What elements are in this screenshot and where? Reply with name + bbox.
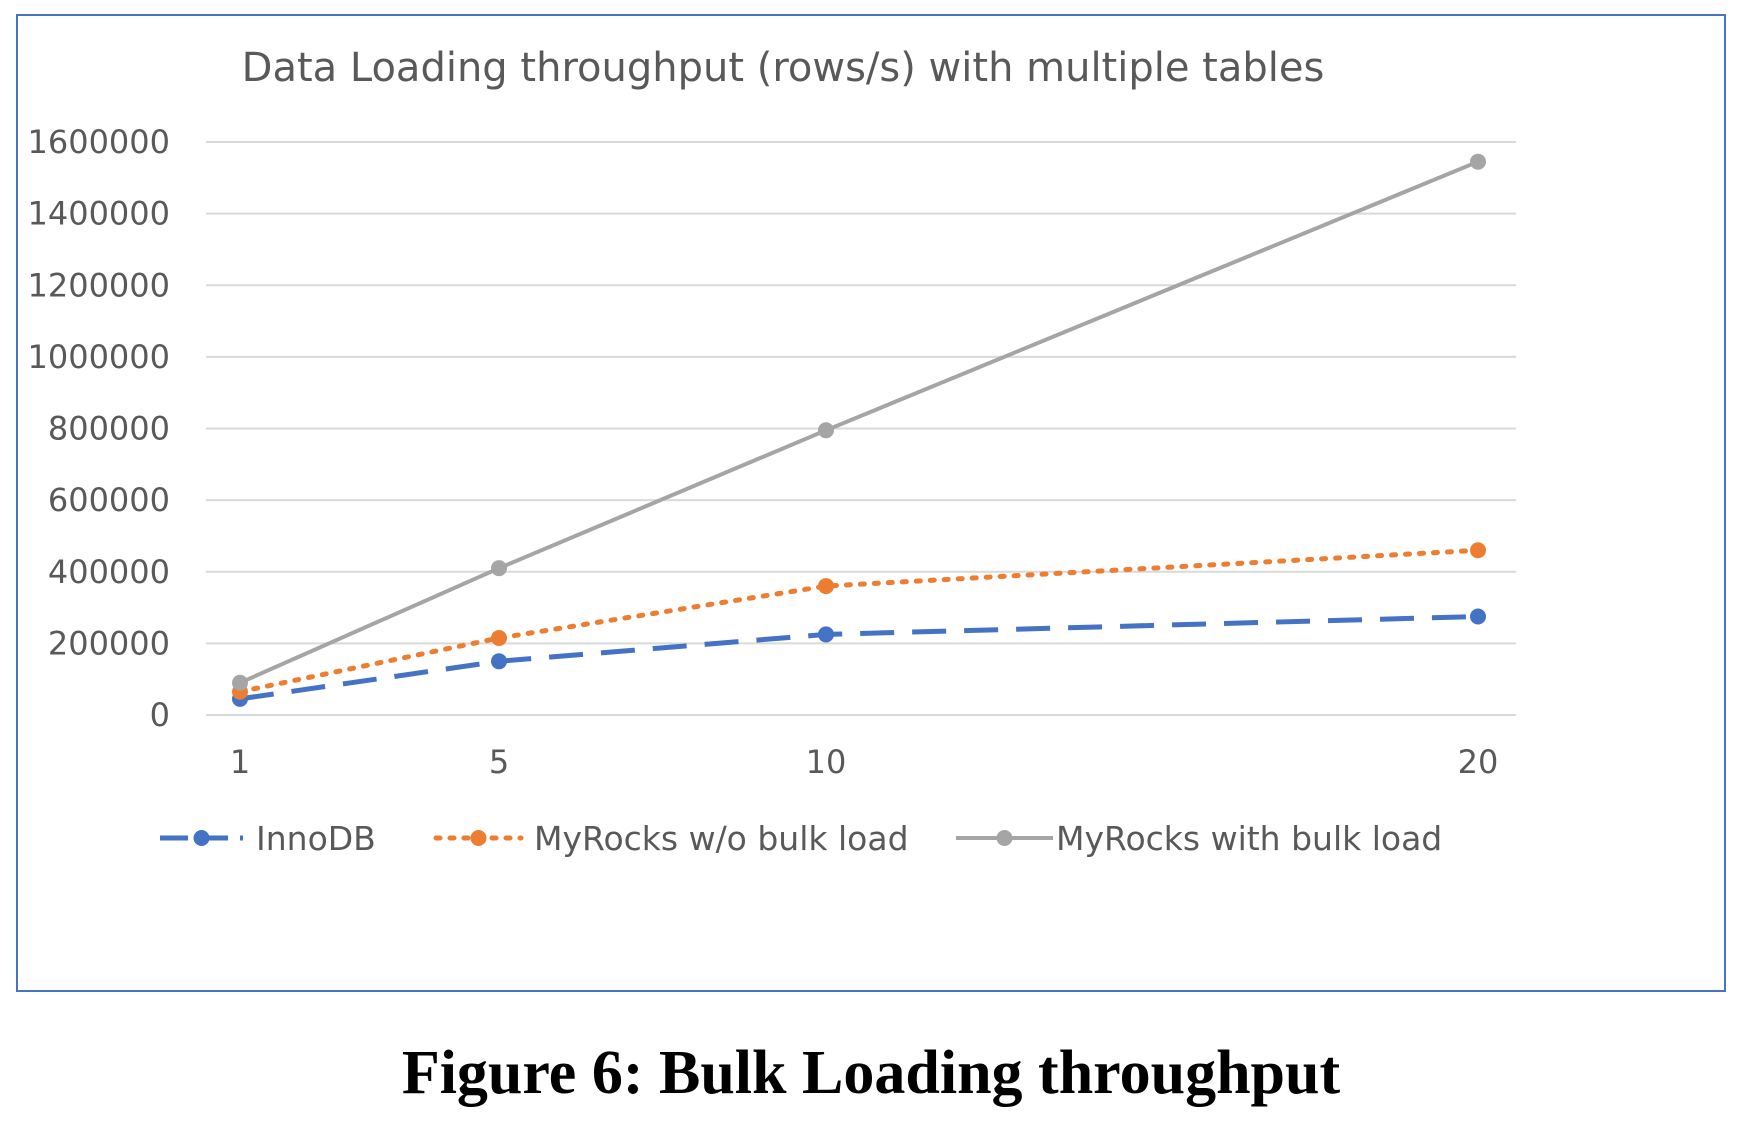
legend: InnoDB MyRocks w/o bulk load MyRocks with … [160,819,1442,858]
figure-caption: Figure 6: Bulk Loading throughput [401,1039,1341,1107]
y-tick-label: 600000 [48,481,170,519]
y-tick-label: 400000 [48,553,170,591]
series-myrocks-with-bulk-load [232,153,1486,691]
legend-label: MyRocks w/o bulk load [534,819,909,858]
series-innodb [232,608,1486,707]
x-tick-label: 5 [489,743,509,781]
x-tick-label: 20 [1458,743,1499,781]
legend-item-myrocks-with-bulk-load: MyRocks with bulk load [956,819,1442,858]
legend-label: MyRocks with bulk load [1056,819,1442,858]
legend-item-innodb: InnoDB [160,819,376,858]
y-tick-label: 0 [150,696,170,734]
y-axis-tick-labels: 0 200000 400000 600000 800000 1000000 1200000 1… [27,123,170,734]
x-tick-label: 10 [806,743,847,781]
series-myrocks-w-o-bulk-load [232,542,1486,700]
data-point-myrocks-w-o-bulk-load-10 [818,578,834,595]
series-line-innodb [239,614,1479,702]
data-point-myrocks-with-bulk-load-1 [232,674,248,691]
gridlines [206,141,1516,716]
x-axis-tick-labels: 1 5 10 20 [230,743,1499,781]
legend-label: InnoDB [256,819,376,858]
y-tick-label: 1600000 [27,123,170,161]
chart-title: Data Loading throughput (rows/s) with mu… [242,45,1325,91]
data-point-myrocks-w-o-bulk-load-5 [491,630,507,647]
data-point-innodb-20 [1470,608,1486,625]
y-tick-label: 1200000 [27,266,170,304]
data-point-myrocks-with-bulk-load-5 [491,560,507,577]
data-point-innodb-5 [491,653,507,670]
series-line-myrocks-w-o-bulk-load [237,547,1481,695]
legend-item-myrocks-w-o-bulk-load: MyRocks w/o bulk load [433,819,909,858]
data-point-innodb-10 [818,626,834,643]
legend-swatch-marker [470,830,487,846]
data-point-myrocks-with-bulk-load-10 [818,422,834,439]
chart-frame: Data Loading throughput (rows/s) with mu… [16,14,1726,992]
y-tick-label: 200000 [48,624,170,662]
series-line-myrocks-with-bulk-load [239,159,1479,685]
x-tick-label: 1 [230,743,250,781]
data-point-myrocks-with-bulk-load-20 [1470,153,1486,170]
legend-swatch-marker [996,830,1013,846]
data-point-myrocks-w-o-bulk-load-20 [1470,542,1486,559]
y-tick-label: 1000000 [27,338,170,376]
line-chart: Data Loading throughput (rows/s) with mu… [27,45,1516,858]
series-lines [232,153,1486,707]
y-tick-label: 1400000 [27,195,170,233]
y-tick-label: 800000 [48,410,170,448]
legend-swatch-marker [193,830,210,846]
